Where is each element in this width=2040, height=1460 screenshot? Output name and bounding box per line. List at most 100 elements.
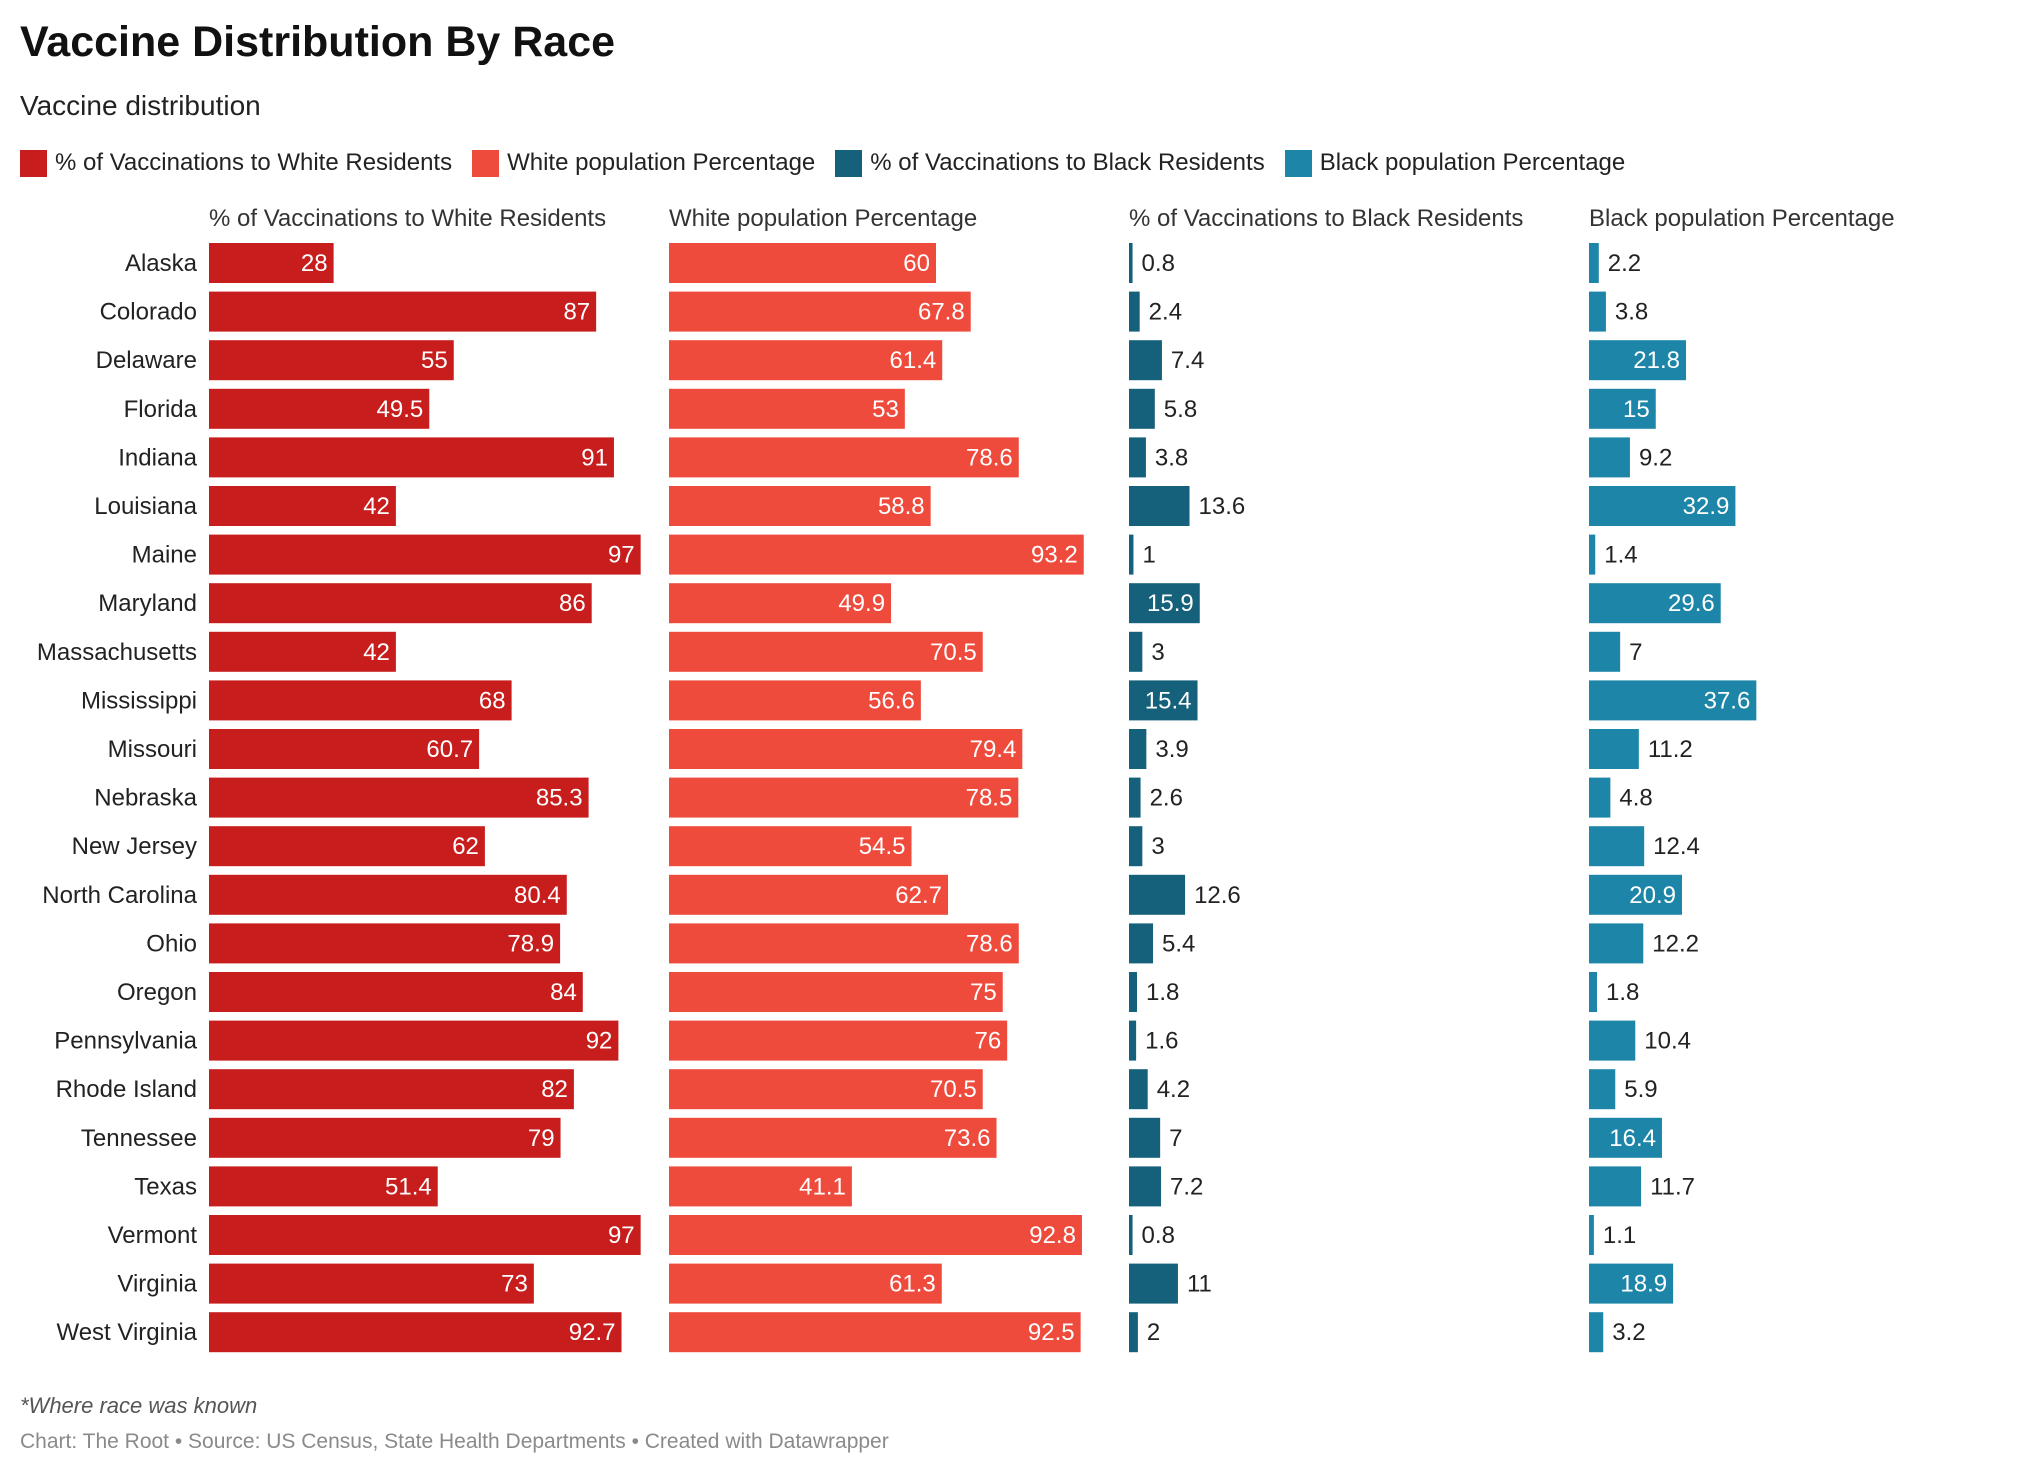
panel-header: Black population Percentage <box>1589 205 1895 232</box>
bar <box>669 923 1019 964</box>
bar <box>209 1020 619 1061</box>
bar <box>1589 680 1757 721</box>
bar <box>209 1263 534 1304</box>
bar <box>1589 631 1621 672</box>
category-label: Mississippi <box>81 687 197 714</box>
bar <box>669 486 931 526</box>
data-label: 86 <box>559 590 586 617</box>
data-label: 78.5 <box>966 785 1013 812</box>
bar <box>1589 243 1599 283</box>
data-label: 28 <box>301 250 328 277</box>
data-label: 53 <box>872 396 899 423</box>
bar <box>209 583 592 624</box>
data-label: 61.3 <box>889 1271 936 1298</box>
legend-swatch <box>20 149 47 177</box>
bar <box>1589 972 1598 1012</box>
bar <box>209 972 583 1012</box>
data-label: 1.6 <box>1145 1028 1178 1055</box>
data-label: 87 <box>563 299 590 326</box>
data-label: 3 <box>1151 639 1164 666</box>
data-label: 3.8 <box>1155 444 1188 471</box>
data-label: 79 <box>528 1125 555 1152</box>
bar <box>669 777 1019 818</box>
bar <box>669 340 943 381</box>
bar <box>669 583 892 624</box>
bar <box>209 680 512 721</box>
data-label: 0.8 <box>1142 250 1175 277</box>
bar <box>1129 972 1138 1012</box>
bar <box>669 1215 1082 1255</box>
bar <box>1589 291 1606 332</box>
data-label: 21.8 <box>1633 347 1680 374</box>
data-label: 3.8 <box>1615 299 1648 326</box>
data-label: 7.4 <box>1171 347 1204 374</box>
data-label: 78.6 <box>966 930 1013 957</box>
bar <box>209 1117 561 1158</box>
category-label: Maine <box>132 542 197 569</box>
data-label: 10.4 <box>1644 1028 1691 1055</box>
bar <box>1129 534 1134 575</box>
data-label: 5.4 <box>1162 930 1195 957</box>
data-label: 3.2 <box>1612 1319 1645 1346</box>
chart-subtitle: Vaccine distribution <box>20 90 261 121</box>
legend-label: % of Vaccinations to Black Residents <box>870 149 1265 176</box>
bar <box>209 486 396 526</box>
data-label: 1.8 <box>1146 979 1179 1006</box>
bar <box>209 923 561 964</box>
bar <box>669 1020 1008 1061</box>
category-label: Ohio <box>146 930 197 957</box>
bar <box>669 534 1084 575</box>
bar <box>1589 1263 1674 1304</box>
data-label: 11 <box>1187 1271 1212 1298</box>
legend-item: Black population Percentage <box>1284 149 1625 177</box>
bar <box>669 437 1019 478</box>
category-label: Rhode Island <box>56 1076 197 1103</box>
data-label: 1.4 <box>1604 542 1637 569</box>
bar <box>209 874 567 915</box>
category-label: New Jersey <box>72 833 197 860</box>
bar <box>1129 923 1154 964</box>
bar <box>1589 437 1630 478</box>
bar <box>209 729 480 769</box>
chart-title: Vaccine Distribution By Race <box>20 18 616 66</box>
bar <box>1129 243 1133 283</box>
data-label: 82 <box>541 1076 568 1103</box>
data-label: 92.7 <box>569 1319 616 1346</box>
data-label: 92.5 <box>1028 1319 1075 1346</box>
legend-label: % of Vaccinations to White Residents <box>55 149 453 176</box>
bar <box>1589 826 1645 867</box>
bar <box>209 826 485 867</box>
data-label: 32.9 <box>1683 493 1730 520</box>
category-label: Texas <box>134 1173 197 1200</box>
bar <box>669 1117 997 1158</box>
bar <box>1129 1069 1148 1110</box>
bar <box>669 1263 942 1304</box>
bar <box>1589 1069 1616 1110</box>
bar <box>1589 1312 1604 1353</box>
category-label: Virginia <box>117 1271 197 1298</box>
bar <box>209 1069 574 1110</box>
bar <box>669 1312 1081 1353</box>
bar <box>1589 874 1683 915</box>
bar <box>1129 631 1143 672</box>
data-label: 73 <box>501 1271 528 1298</box>
bar <box>669 388 905 429</box>
legend-label: White population Percentage <box>507 149 816 176</box>
bar <box>1129 777 1141 818</box>
data-label: 68 <box>479 687 506 714</box>
bar <box>209 1215 641 1255</box>
chart-footer: Chart: The Root • Source: US Census, Sta… <box>20 1430 889 1453</box>
category-label: Massachusetts <box>37 639 197 666</box>
data-label: 4.8 <box>1619 785 1652 812</box>
category-label: West Virginia <box>56 1319 197 1346</box>
bar <box>1589 388 1656 429</box>
data-label: 2 <box>1147 1319 1160 1346</box>
category-label: North Carolina <box>42 882 197 909</box>
bar <box>1129 1166 1162 1207</box>
legend: % of Vaccinations to White Residents Whi… <box>20 148 1645 178</box>
data-label: 80.4 <box>514 882 561 909</box>
category-label: Tennessee <box>81 1125 197 1152</box>
data-label: 15.4 <box>1145 687 1192 714</box>
data-label: 91 <box>581 444 608 471</box>
